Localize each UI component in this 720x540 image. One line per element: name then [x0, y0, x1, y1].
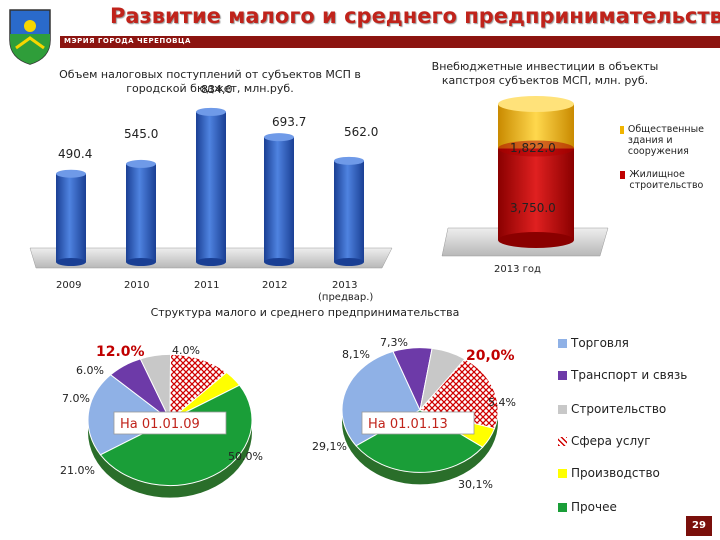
investment-bar-housing — [498, 148, 574, 240]
pie-2013-label-box — [361, 411, 475, 435]
tax-bar — [264, 137, 294, 262]
tax-bar-top — [126, 159, 156, 168]
pie-2009-slice — [169, 353, 228, 422]
legend-swatch — [558, 404, 567, 414]
tax-bar — [56, 173, 86, 262]
legend-label: Прочее — [571, 500, 617, 514]
pie-2009-value-label: 6.0% — [76, 364, 104, 377]
header-bar — [60, 36, 720, 48]
pie-2009-value-label: 21.0% — [60, 464, 95, 477]
legend-label: Торговля — [571, 336, 629, 350]
pie-2013-slice — [355, 409, 484, 473]
legend-swatch — [558, 370, 567, 380]
pie-2013-value-label: 20,0% — [466, 348, 515, 364]
pie-2013-slice — [419, 358, 499, 430]
tax-bar-value-label: 490.4 — [58, 147, 92, 161]
legend-item: Строительство — [558, 402, 666, 416]
tax-category-label: 2009 — [56, 280, 81, 291]
legend-item: Торговля — [558, 336, 629, 350]
legend-label: Строительство — [571, 402, 667, 416]
pie-2009-slice — [99, 384, 253, 487]
pie-2013-label: На 01.01.13 — [368, 417, 448, 432]
pie-2013-value-label: 30,1% — [458, 478, 493, 491]
city-emblem-icon — [9, 9, 51, 65]
tax-bar-top — [196, 107, 226, 116]
tax-bar-base — [126, 258, 156, 266]
organization-label: МЭРИЯ ГОРОДА ЧЕРЕПОВЦА — [64, 37, 191, 45]
investment-chart-title: Внебюджетные инвестиции в объекты капстр… — [431, 60, 659, 87]
tax-bar-top — [334, 156, 364, 165]
tax-bar-top — [264, 133, 294, 142]
tax-bar — [196, 111, 226, 262]
structure-chart-title: Структура малого и среднего предпринимат… — [150, 306, 460, 319]
legend-swatch — [558, 468, 567, 478]
tax-bar-base — [196, 258, 226, 266]
investment-bar-divider — [498, 140, 574, 157]
legend-swatch — [558, 338, 567, 348]
tax-chart-overlapping-value: 834,0 — [201, 83, 233, 96]
legend-label: Транспорт и связь — [571, 368, 688, 382]
legend-label: Сфера услуг — [571, 434, 651, 448]
investment-bar-top — [498, 96, 574, 112]
legend-item: Прочее — [558, 500, 617, 514]
tax-bar — [334, 160, 364, 262]
legend-item: Производство — [558, 466, 660, 480]
pie-2009-label: На 01.01.09 — [120, 417, 200, 432]
tax-category-label: (предвар.) — [318, 292, 373, 303]
legend-label: Производство — [571, 466, 660, 480]
tax-category-label: 2012 — [262, 280, 287, 291]
legend-item-housing: Жилищное строительство — [620, 169, 718, 191]
investment-value-housing: 3,750.0 — [510, 201, 556, 215]
pie-2009-value-label: 4.0% — [172, 344, 200, 357]
tax-category-label: 2011 — [194, 280, 219, 291]
tax-category-label: 2013 — [332, 280, 357, 291]
pie-2009-label-box — [113, 411, 227, 435]
investment-value-public: 1,822.0 — [510, 141, 556, 155]
pie-2013-value-label: 8,1% — [342, 348, 370, 361]
tax-bar-top — [56, 169, 86, 178]
tax-chart-title: Объем налоговых поступлений от субъектов… — [59, 68, 361, 95]
tax-bar-value-label: 693.7 — [272, 115, 306, 129]
page-title: Развитие малого и среднего предпринимате… — [110, 4, 720, 28]
pie-2009-value-label: 7.0% — [62, 392, 90, 405]
legend-item: Транспорт и связь — [558, 368, 687, 382]
legend-item: Сфера услуг — [558, 434, 651, 448]
investment-bar-base — [498, 232, 574, 248]
legend-swatch — [620, 126, 624, 134]
tax-bar-value-label: 562.0 — [344, 125, 378, 139]
tax-bar-base — [56, 258, 86, 266]
tax-bar-value-label: 545.0 — [124, 127, 158, 141]
pie-2009-value-label: 50.0% — [228, 450, 263, 463]
pie-2009-value-label: 12.0% — [96, 344, 145, 360]
legend-item-public-buildings: Общественные здания и сооружения — [620, 124, 718, 157]
investment-category-label: 2013 год — [494, 264, 541, 275]
legend-swatch — [558, 502, 567, 512]
legend-swatch — [558, 436, 567, 446]
pie-2013-value-label: 29,1% — [312, 440, 347, 453]
pie-2013-slice — [341, 350, 421, 447]
tax-bar-base — [334, 258, 364, 266]
tax-bar-base — [264, 258, 294, 266]
pie-2013-value-label: 5.4% — [488, 396, 516, 409]
legend-swatch — [620, 171, 626, 179]
page-number: 29 — [686, 516, 712, 536]
pie-2013-value-label: 7,3% — [380, 336, 408, 349]
tax-category-label: 2010 — [124, 280, 149, 291]
tax-bar — [126, 163, 156, 262]
investment-legend: Общественные здания и сооружения Жилищно… — [620, 124, 718, 191]
